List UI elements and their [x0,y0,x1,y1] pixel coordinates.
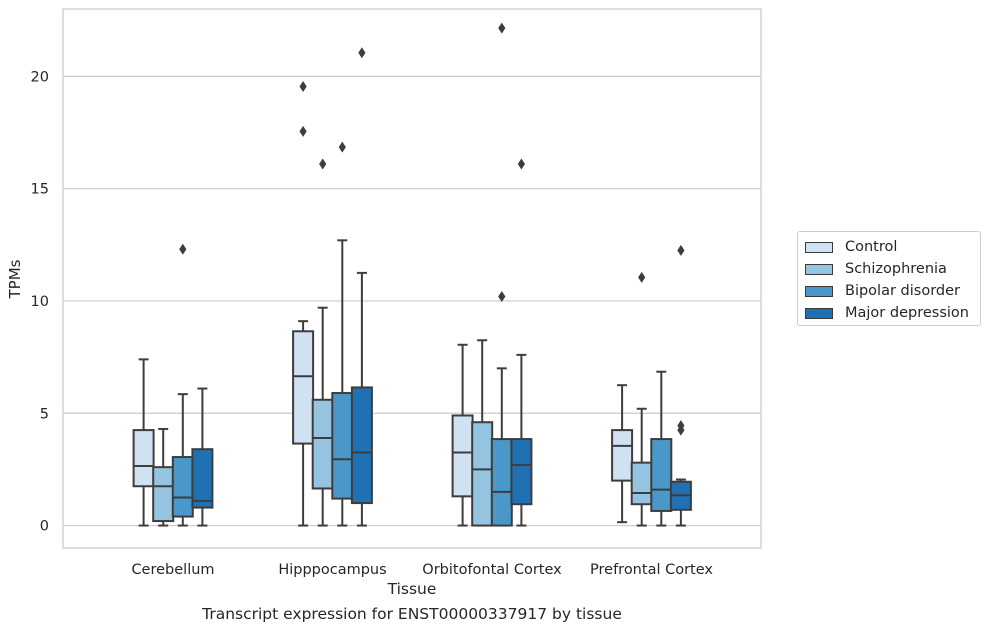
outlier-point [358,47,366,59]
box [451,414,474,498]
outlier-point [498,290,506,302]
box [132,429,155,488]
legend-swatch-schizophrenia [805,263,833,275]
legend-swatch-major-depression [805,307,833,319]
x-tick-label: Orbitofontal Cortex [422,562,562,578]
legend-label-bipolar-disorder: Bipolar disorder [845,283,960,299]
box [311,398,334,490]
box [292,330,315,445]
y-tick-labels: 0 5 10 15 20 [31,69,49,534]
outlier-point [498,22,506,34]
outlier-point [179,243,187,255]
legend-item-bipolar-disorder: Bipolar disorder [805,282,960,300]
box [152,466,175,523]
box-plot [152,427,175,527]
outlier-point [638,271,646,283]
x-axis-label: Tissue [387,580,437,598]
box-plot [132,358,155,527]
y-tick-label: 15 [31,182,49,198]
outlier-point [677,420,685,432]
y-axis-label: TPMs [6,259,24,299]
box [191,448,214,509]
chart-caption: Transcript expression for ENST0000033791… [202,605,622,623]
legend-item-control: Control [805,238,897,256]
box-plot [311,158,334,527]
outlier-point [299,125,307,137]
outlier-point [338,141,346,153]
legend-item-major-depression: Major depression [805,304,969,322]
box-plot [292,80,315,527]
box-plot [191,387,214,527]
x-tick-label: Prefrontal Cortex [590,562,713,578]
outlier-point [677,244,685,256]
outlier-point [299,80,307,92]
box [510,438,533,506]
box-plot [611,384,634,524]
box-plot [510,158,533,527]
outlier-point [517,158,525,170]
box [630,461,653,506]
box-plot [650,370,673,527]
box-plot [171,243,194,527]
legend-label-schizophrenia: Schizophrenia [845,261,947,277]
box [490,438,513,527]
x-tick-label: Cerebellum [131,562,214,578]
box-plot [350,47,373,527]
legend-item-schizophrenia: Schizophrenia [805,260,947,278]
box-plot [630,271,653,527]
box-plot [331,141,354,527]
box-plot [490,22,513,527]
box [171,456,194,518]
x-tick-label: Hipppocampus [278,562,386,578]
box-plot [471,339,494,527]
box [650,438,673,512]
box [611,429,634,482]
box [331,392,354,500]
x-tick-labels: Cerebellum Hipppocampus Orbitofontal Corte… [131,562,713,578]
box-plots [132,22,692,527]
box-plot [669,244,692,527]
y-tick-label: 5 [40,406,49,422]
box [471,421,494,527]
legend-label-major-depression: Major depression [845,305,969,321]
box-plot [451,343,474,527]
outlier-point [319,158,327,170]
y-tick-label: 20 [31,69,49,85]
legend-label-control: Control [845,239,898,255]
legend-swatch-bipolar-disorder [805,285,833,297]
plot-frame [62,8,762,549]
y-tick-label: 10 [31,294,49,310]
legend: Control Schizophrenia Bipolar disorder M… [797,231,981,326]
box [350,386,373,505]
y-tick-label: 0 [40,519,49,535]
legend-swatch-control [805,241,833,253]
